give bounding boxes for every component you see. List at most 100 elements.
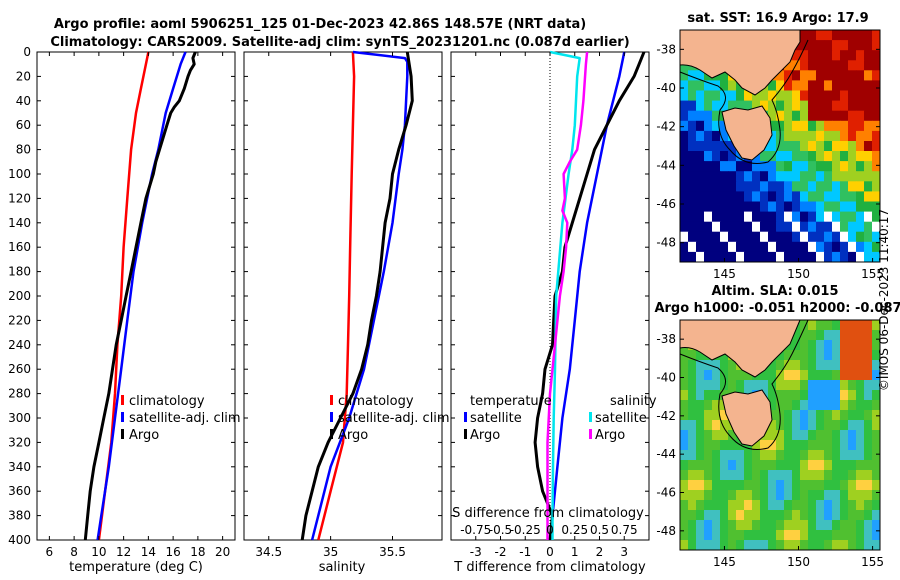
map-cell <box>784 390 793 401</box>
map-cell <box>728 460 737 471</box>
map-cell <box>736 530 745 541</box>
map-cell <box>816 340 825 351</box>
map-cell <box>792 50 801 61</box>
map-cell <box>832 530 841 541</box>
map-cell <box>824 141 833 152</box>
map-cell <box>800 400 809 411</box>
map-cell <box>792 241 801 253</box>
map-cell <box>768 540 777 551</box>
map-cell <box>720 130 729 142</box>
map-cell <box>840 500 849 511</box>
map-cell <box>872 340 881 351</box>
map-cell <box>872 320 881 331</box>
map-cell <box>752 191 761 202</box>
legend-label-climatology: climatology <box>338 394 414 409</box>
map-cell <box>720 70 729 81</box>
map-cell <box>728 480 737 491</box>
map-cell <box>856 151 865 162</box>
map-cell <box>800 520 809 531</box>
map-cell <box>808 510 817 521</box>
map-cell <box>816 360 825 371</box>
map-cell <box>856 171 865 182</box>
map-cell <box>776 201 785 213</box>
title-line-2: Climatology: CARS2009. Satellite-adj cli… <box>50 35 629 50</box>
map-cell <box>704 450 713 461</box>
map-cell <box>712 480 721 491</box>
map-cell <box>776 350 785 361</box>
map-y-tick-label: -38 <box>656 42 676 56</box>
map-cell <box>680 231 689 243</box>
map-cell <box>856 510 865 521</box>
map-cell <box>712 520 721 531</box>
x-tick-label: 35 <box>323 545 338 559</box>
map-cell <box>680 410 689 421</box>
map-cell <box>848 231 857 243</box>
map-cell <box>848 161 857 172</box>
map-cell <box>864 510 873 521</box>
map-cell <box>728 181 737 192</box>
map-cell <box>760 191 769 202</box>
map-cell <box>864 80 873 91</box>
map-cell <box>864 161 873 172</box>
map-cell <box>840 380 849 391</box>
map-cell <box>784 510 793 521</box>
x-tick-label: 14 <box>141 545 156 559</box>
map-cell <box>688 201 697 213</box>
map-cell <box>712 470 721 481</box>
map-cell <box>832 161 841 172</box>
map-cell <box>704 470 713 481</box>
map-cell <box>696 191 705 202</box>
map-cell <box>808 460 817 471</box>
map-cell <box>776 221 785 233</box>
x-tick-label: 34.5 <box>255 545 282 559</box>
map-cell <box>840 370 849 381</box>
top-x-tick-label: 0.25 <box>561 523 588 537</box>
map-cell <box>824 500 833 511</box>
map-cell <box>800 500 809 511</box>
map-cell <box>864 320 873 331</box>
y-tick-label: 280 <box>8 387 31 401</box>
map-cell <box>808 161 817 172</box>
map-cell <box>688 530 697 541</box>
map-cell <box>832 90 841 102</box>
map-cell <box>816 201 825 213</box>
map-cell <box>824 241 833 253</box>
map-cell <box>832 201 841 213</box>
map-cell <box>808 480 817 491</box>
map-cell <box>848 191 857 202</box>
map-cell <box>784 90 793 102</box>
y-tick-label: 80 <box>16 143 31 157</box>
map-cell <box>856 530 865 541</box>
map-cell <box>856 251 865 263</box>
map-cell <box>848 30 857 41</box>
map-cell <box>824 330 833 341</box>
map-cell <box>792 221 801 233</box>
map-cell <box>760 211 769 223</box>
legend-title-salinity: salinity <box>610 394 657 409</box>
map-cell <box>808 390 817 401</box>
map-cell <box>816 450 825 461</box>
map-cell <box>840 540 849 551</box>
map-y-tick-label: -46 <box>656 197 676 211</box>
map-cell <box>744 480 753 491</box>
map-cell <box>712 530 721 541</box>
map-cell <box>832 130 841 142</box>
map-cell <box>704 171 713 182</box>
map-cell <box>856 110 865 122</box>
map-cell <box>832 181 841 192</box>
map-cell <box>728 360 737 371</box>
map-cell <box>808 120 817 132</box>
map-cell <box>776 211 785 223</box>
map-cell <box>872 390 881 401</box>
map-cell <box>832 50 841 61</box>
map-cell <box>728 80 737 91</box>
map-cell <box>704 161 713 172</box>
map-cell <box>688 80 697 91</box>
series-s-argo <box>546 51 589 540</box>
map-cell <box>680 161 689 172</box>
series-argo <box>83 51 197 541</box>
map-cell <box>808 500 817 511</box>
map-cell <box>720 440 729 451</box>
map-cell <box>808 530 817 541</box>
map-cell <box>864 490 873 501</box>
